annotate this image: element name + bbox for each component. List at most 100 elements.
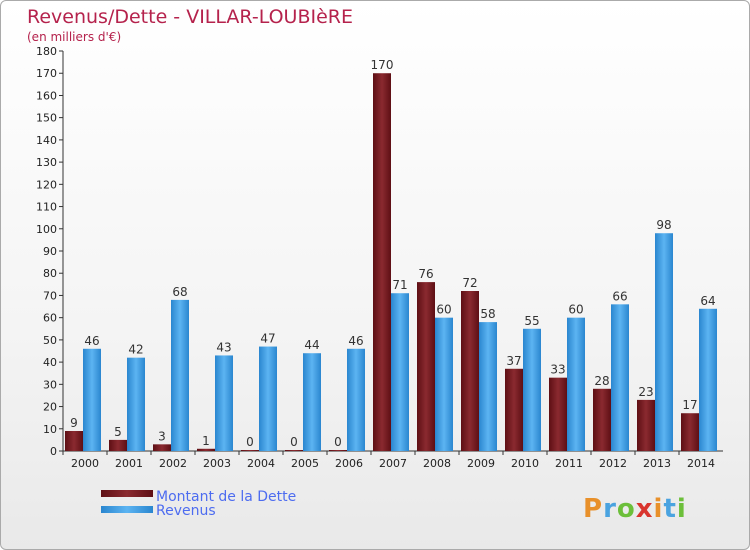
bar-debt-value-label: 1	[202, 434, 210, 448]
x-tick-label: 2010	[511, 457, 539, 470]
bar-debt-value-label: 3	[158, 429, 166, 443]
bar-debt-value-label: 0	[334, 435, 342, 449]
bar-debt-value-label: 37	[506, 354, 521, 368]
x-tick-label: 2008	[423, 457, 451, 470]
bar-revenus-value-label: 64	[700, 294, 715, 308]
bar-revenus-value-label: 58	[480, 307, 495, 321]
bar-revenus-value-label: 71	[392, 278, 407, 292]
bar-debt	[637, 399, 655, 451]
x-axis: 2000 2001 2002 2003 2004 2005 2006 2007 2008 2009…	[62, 450, 723, 470]
x-tick-label: 2002	[159, 457, 187, 470]
y-tick-label: 30	[43, 378, 57, 391]
y-tick-label: 70	[43, 289, 57, 302]
bar-debt	[65, 431, 83, 451]
legend-swatch-debt	[101, 490, 153, 497]
y-tick-label: 140	[36, 134, 57, 147]
bar-debt	[549, 377, 567, 451]
bar-revenus	[347, 348, 365, 451]
bar-debt-value-label: 72	[462, 276, 477, 290]
bar-debt	[329, 450, 347, 451]
bar-revenus	[391, 293, 409, 451]
bar-debt-value-label: 76	[418, 267, 433, 281]
bar-revenus-value-label: 68	[172, 285, 187, 299]
bar-revenus	[699, 308, 717, 451]
y-tick-label: 130	[36, 156, 57, 169]
bar-revenus	[567, 317, 585, 451]
x-tick-label: 2005	[291, 457, 319, 470]
y-tick-label: 40	[43, 356, 57, 369]
y-tick-label: 60	[43, 312, 57, 325]
bar-debt	[373, 73, 391, 451]
bar-revenus-value-label: 43	[216, 340, 231, 354]
bar-debt-value-label: 17	[682, 398, 697, 412]
bar-revenus	[655, 233, 673, 451]
bar-labels-group: 9 5 3 1 0 0 0 170 76 72 37 33 28 23 17 46 42 68 43 47 44 46 71…	[70, 58, 715, 449]
x-tick-label: 2007	[379, 457, 407, 470]
bar-debt	[109, 439, 127, 451]
y-tick-label: 120	[36, 178, 57, 191]
y-tick-label: 0	[50, 445, 57, 458]
bar-revenus-value-label: 47	[260, 332, 275, 346]
bar-debt	[593, 388, 611, 451]
x-tick-label: 2011	[555, 457, 583, 470]
bar-revenus	[127, 357, 145, 451]
bar-revenus-value-label: 46	[84, 334, 99, 348]
y-tick-label: 90	[43, 245, 57, 258]
y-tick-label: 80	[43, 267, 57, 280]
bar-debt-value-label: 0	[290, 435, 298, 449]
x-tick-label: 2004	[247, 457, 275, 470]
proxiti-logo: Proxiti	[583, 494, 687, 524]
bar-debt-value-label: 33	[550, 363, 565, 377]
bar-debt	[241, 450, 259, 451]
bar-debt	[285, 450, 303, 451]
x-tick-label: 2009	[467, 457, 495, 470]
x-tick-label: 2014	[687, 457, 715, 470]
bar-revenus	[523, 328, 541, 451]
bar-revenus	[611, 304, 629, 451]
bar-revenus-value-label: 66	[612, 289, 627, 303]
y-tick-label: 160	[36, 89, 57, 102]
bar-revenus	[171, 299, 189, 451]
bar-debt-value-label: 5	[114, 425, 122, 439]
x-tick-label: 2006	[335, 457, 363, 470]
y-tick-label: 180	[36, 45, 57, 58]
bar-debt-value-label: 0	[246, 435, 254, 449]
y-tick-label: 10	[43, 423, 57, 436]
legend-swatch-revenus	[101, 506, 153, 513]
y-tick-label: 110	[36, 201, 57, 214]
bar-debt	[417, 282, 435, 451]
chart-title: Revenus/Dette - VILLAR-LOUBIèRE	[27, 6, 353, 28]
bar-revenus	[259, 346, 277, 451]
bar-debt-value-label: 23	[638, 385, 653, 399]
bar-debt	[505, 368, 523, 451]
bar-revenus	[303, 353, 321, 451]
bar-debt	[461, 291, 479, 451]
x-tick-label: 2003	[203, 457, 231, 470]
legend: Montant de la Dette Revenus	[101, 489, 296, 519]
y-tick-label: 20	[43, 401, 57, 414]
x-tick-label: 2001	[115, 457, 143, 470]
y-tick-label: 150	[36, 112, 57, 125]
y-tick-label: 100	[36, 223, 57, 236]
bar-revenus-value-label: 44	[304, 338, 319, 352]
bar-debt	[153, 444, 171, 451]
chart-subtitle: (en milliers d'€)	[27, 30, 121, 44]
bars-group	[65, 73, 717, 451]
bar-revenus	[435, 317, 453, 451]
bar-revenus-value-label: 55	[524, 314, 539, 328]
bar-revenus-value-label: 60	[568, 303, 583, 317]
bar-revenus-value-label: 42	[128, 343, 143, 357]
y-tick-label: 170	[36, 67, 57, 80]
bar-debt	[197, 448, 215, 451]
bar-revenus-value-label: 46	[348, 334, 363, 348]
bar-revenus	[479, 322, 497, 451]
bar-debt-value-label: 9	[70, 416, 78, 430]
bar-revenus	[83, 348, 101, 451]
bar-revenus-value-label: 60	[436, 303, 451, 317]
y-tick-label: 50	[43, 334, 57, 347]
bar-revenus-value-label: 98	[656, 218, 671, 232]
legend-label-debt: Montant de la Dette	[156, 489, 296, 505]
bar-debt-value-label: 28	[594, 374, 609, 388]
legend-label-revenus: Revenus	[156, 503, 216, 519]
